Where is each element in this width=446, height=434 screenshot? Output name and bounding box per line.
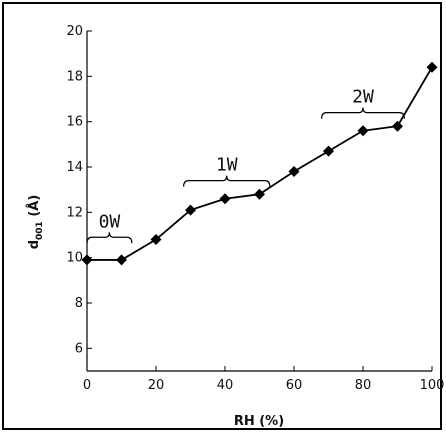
y-tick-label: 6 bbox=[75, 341, 83, 356]
data-point-marker bbox=[323, 145, 334, 157]
y-tick-label: 8 bbox=[75, 296, 83, 311]
y-tick-label: 16 bbox=[66, 115, 83, 130]
y-tick-label: 18 bbox=[66, 69, 83, 84]
data-point-marker bbox=[288, 166, 300, 178]
x-tick-label: 0 bbox=[83, 378, 91, 393]
annotation-label: 1W bbox=[216, 155, 238, 176]
axes: 0 20 40 60 80 100 6 8 10 12 14 16 18 20 bbox=[66, 24, 444, 393]
y-axis-label-subscript: 001 bbox=[35, 221, 45, 240]
data-point-marker bbox=[426, 61, 438, 73]
data-series bbox=[81, 61, 438, 266]
data-point-marker bbox=[357, 125, 369, 137]
x-tick-label: 60 bbox=[286, 378, 303, 393]
annotation-brace bbox=[86, 232, 133, 244]
x-axis-label: RH (%) bbox=[234, 414, 284, 429]
data-point-marker bbox=[116, 254, 127, 266]
y-axis-label: d001 (Å) bbox=[26, 195, 45, 250]
x-tick-label: 80 bbox=[355, 378, 372, 393]
annotation-brace bbox=[183, 175, 271, 187]
y-tick-label: 14 bbox=[66, 160, 83, 175]
x-tick-label: 40 bbox=[217, 378, 234, 393]
annotations: 0W 1W 2W bbox=[86, 87, 405, 244]
y-axis-label-main: d bbox=[27, 240, 42, 249]
series-line bbox=[87, 66, 433, 261]
data-point-marker bbox=[81, 254, 93, 266]
annotation-brace bbox=[321, 107, 405, 119]
chart-frame bbox=[2, 2, 442, 430]
y-tick-label: 10 bbox=[66, 251, 83, 266]
data-point-marker bbox=[254, 188, 265, 200]
y-tick-label: 12 bbox=[66, 205, 83, 220]
y-axis-label-unit: (Å) bbox=[26, 195, 42, 221]
data-point-marker bbox=[219, 193, 231, 205]
x-tick-label: 20 bbox=[148, 378, 165, 393]
annotation-label: 0W bbox=[99, 211, 121, 232]
x-tick-label: 100 bbox=[420, 378, 445, 393]
data-point-marker bbox=[185, 204, 196, 216]
data-point-marker bbox=[392, 120, 403, 132]
annotation-label: 2W bbox=[352, 87, 374, 108]
y-tick-label: 20 bbox=[66, 24, 83, 39]
data-point-marker bbox=[150, 234, 162, 246]
